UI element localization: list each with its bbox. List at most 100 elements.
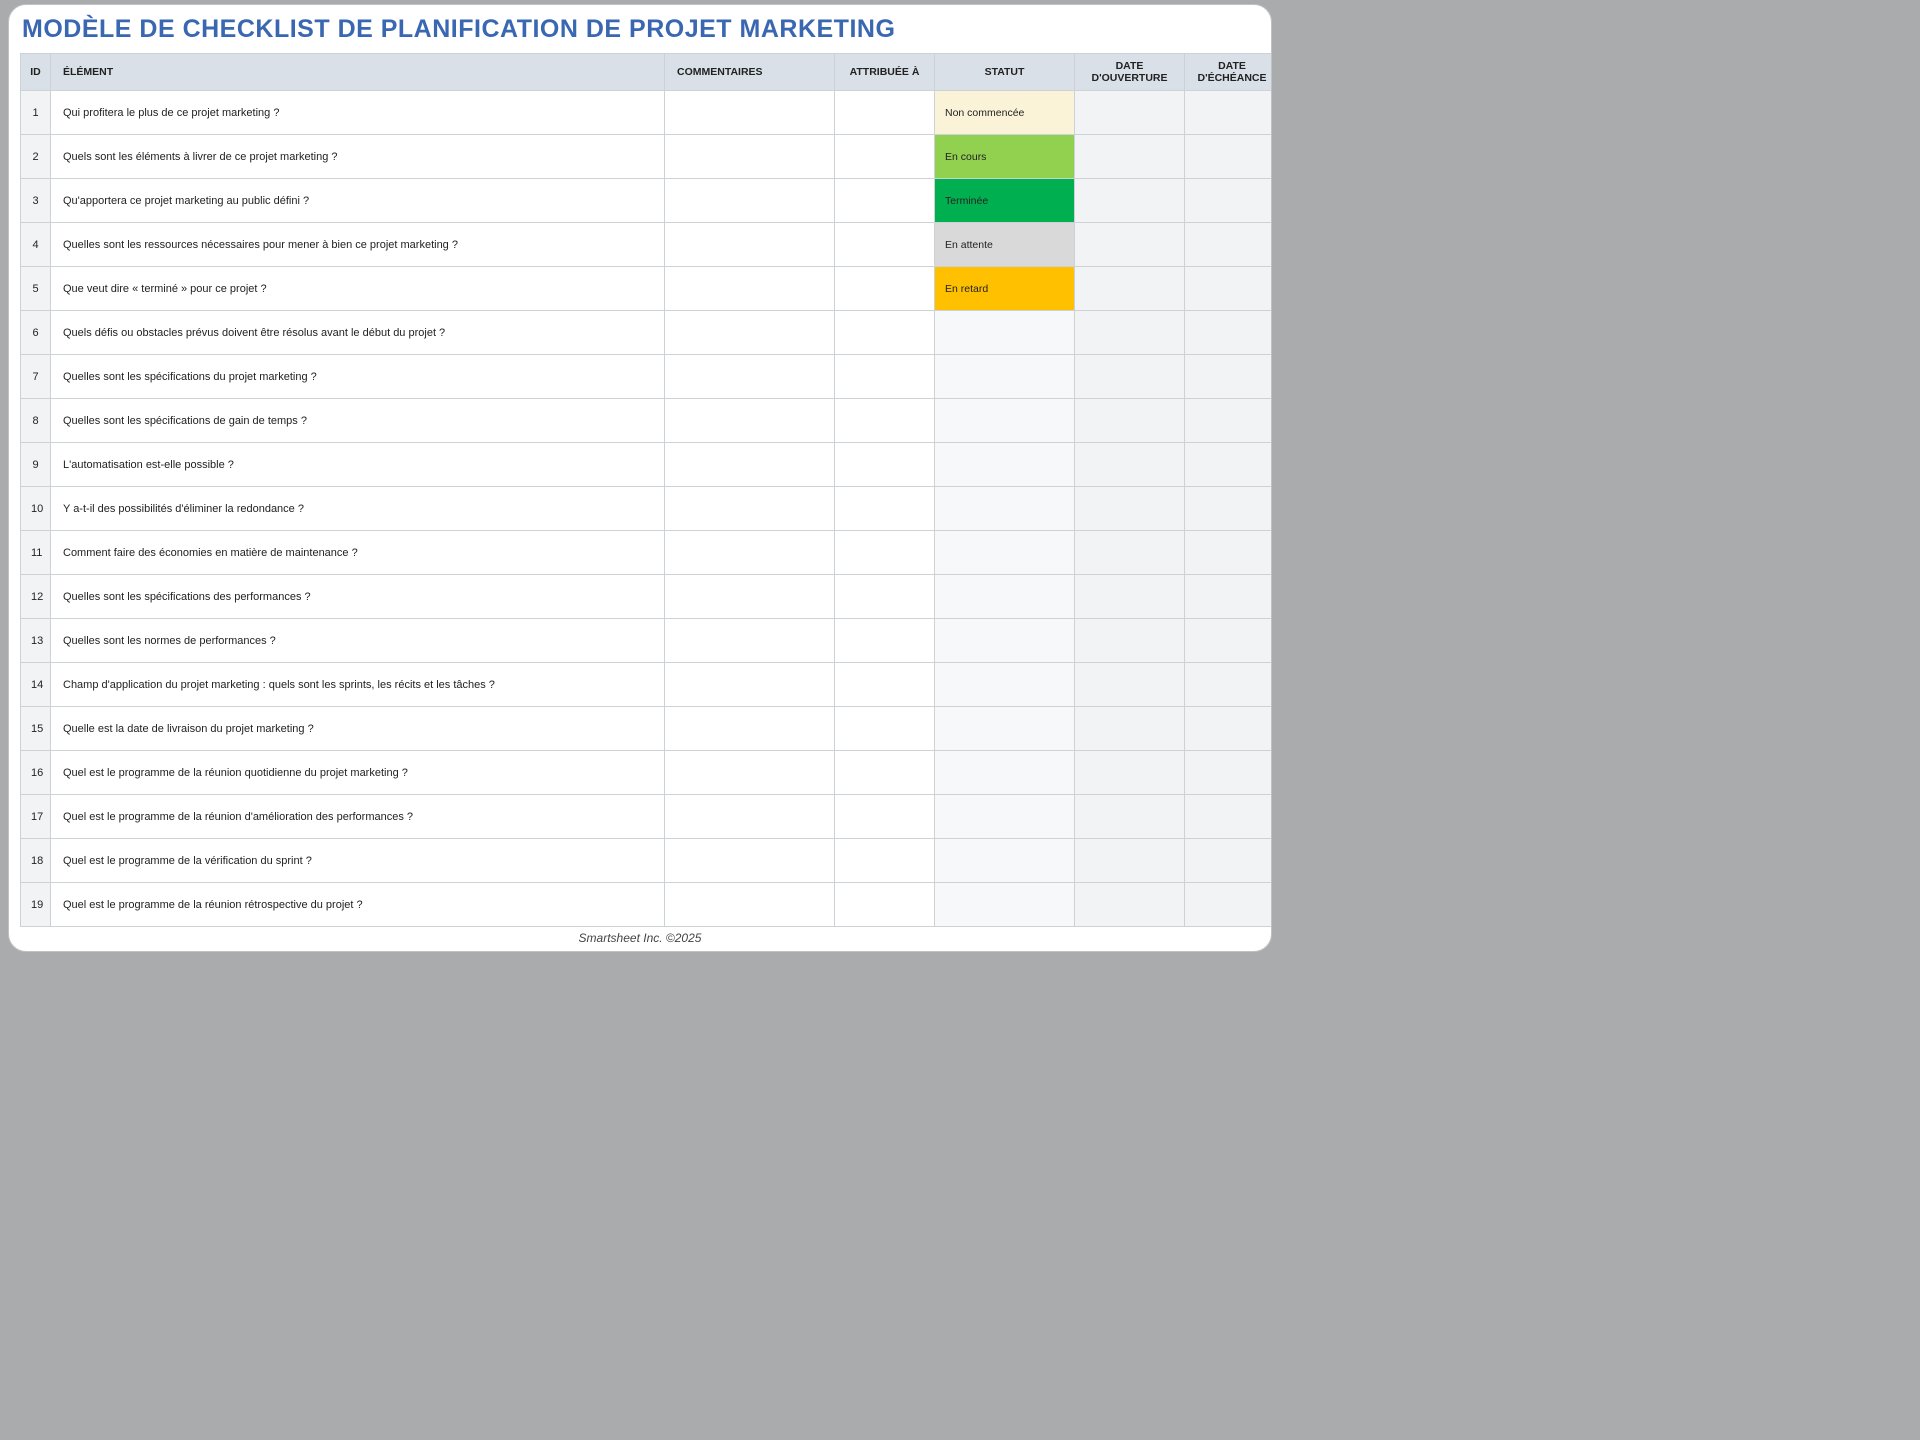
cell-element[interactable]: Quelles sont les spécifications des perf… <box>51 575 665 619</box>
cell-opendate[interactable] <box>1075 839 1185 883</box>
cell-comments[interactable] <box>665 839 835 883</box>
cell-duedate[interactable] <box>1185 751 1273 795</box>
cell-element[interactable]: Quelles sont les normes de performances … <box>51 619 665 663</box>
cell-assigned[interactable] <box>835 223 935 267</box>
cell-opendate[interactable] <box>1075 91 1185 135</box>
cell-id[interactable]: 18 <box>21 839 51 883</box>
col-header-assigned[interactable]: ATTRIBUÉE À <box>835 54 935 91</box>
cell-opendate[interactable] <box>1075 223 1185 267</box>
cell-status[interactable] <box>935 795 1075 839</box>
table-row[interactable]: 9L'automatisation est-elle possible ? <box>21 443 1273 487</box>
cell-comments[interactable] <box>665 267 835 311</box>
cell-comments[interactable] <box>665 575 835 619</box>
col-header-comments[interactable]: COMMENTAIRES <box>665 54 835 91</box>
cell-duedate[interactable] <box>1185 487 1273 531</box>
cell-element[interactable]: Y a-t-il des possibilités d'éliminer la … <box>51 487 665 531</box>
cell-element[interactable]: Quelle est la date de livraison du proje… <box>51 707 665 751</box>
cell-status[interactable] <box>935 839 1075 883</box>
cell-opendate[interactable] <box>1075 179 1185 223</box>
cell-id[interactable]: 2 <box>21 135 51 179</box>
cell-status[interactable] <box>935 663 1075 707</box>
cell-element[interactable]: Qui profitera le plus de ce projet marke… <box>51 91 665 135</box>
cell-opendate[interactable] <box>1075 663 1185 707</box>
cell-id[interactable]: 13 <box>21 619 51 663</box>
cell-comments[interactable] <box>665 707 835 751</box>
cell-duedate[interactable] <box>1185 663 1273 707</box>
cell-element[interactable]: Quels sont les éléments à livrer de ce p… <box>51 135 665 179</box>
cell-element[interactable]: Quels défis ou obstacles prévus doivent … <box>51 311 665 355</box>
cell-element[interactable]: Champ d'application du projet marketing … <box>51 663 665 707</box>
cell-status[interactable]: En attente <box>935 223 1075 267</box>
cell-status[interactable]: En cours <box>935 135 1075 179</box>
cell-opendate[interactable] <box>1075 487 1185 531</box>
cell-comments[interactable] <box>665 91 835 135</box>
cell-opendate[interactable] <box>1075 575 1185 619</box>
cell-assigned[interactable] <box>835 751 935 795</box>
cell-id[interactable]: 8 <box>21 399 51 443</box>
cell-assigned[interactable] <box>835 399 935 443</box>
col-header-status[interactable]: STATUT <box>935 54 1075 91</box>
cell-opendate[interactable] <box>1075 311 1185 355</box>
cell-status[interactable] <box>935 311 1075 355</box>
table-row[interactable]: 2Quels sont les éléments à livrer de ce … <box>21 135 1273 179</box>
cell-opendate[interactable] <box>1075 135 1185 179</box>
cell-comments[interactable] <box>665 443 835 487</box>
cell-comments[interactable] <box>665 311 835 355</box>
cell-status[interactable] <box>935 399 1075 443</box>
cell-opendate[interactable] <box>1075 795 1185 839</box>
cell-status[interactable] <box>935 883 1075 927</box>
cell-element[interactable]: Quel est le programme de la vérification… <box>51 839 665 883</box>
table-row[interactable]: 19Quel est le programme de la réunion ré… <box>21 883 1273 927</box>
cell-status[interactable]: En retard <box>935 267 1075 311</box>
cell-status[interactable] <box>935 707 1075 751</box>
col-header-opendate[interactable]: DATE D'OUVERTURE <box>1075 54 1185 91</box>
cell-element[interactable]: Quelles sont les spécifications du proje… <box>51 355 665 399</box>
cell-opendate[interactable] <box>1075 267 1185 311</box>
col-header-element[interactable]: ÉLÉMENT <box>51 54 665 91</box>
table-row[interactable]: 11Comment faire des économies en matière… <box>21 531 1273 575</box>
cell-status[interactable] <box>935 531 1075 575</box>
cell-comments[interactable] <box>665 487 835 531</box>
table-row[interactable]: 3Qu'apportera ce projet marketing au pub… <box>21 179 1273 223</box>
cell-opendate[interactable] <box>1075 443 1185 487</box>
cell-opendate[interactable] <box>1075 707 1185 751</box>
table-row[interactable]: 8Quelles sont les spécifications de gain… <box>21 399 1273 443</box>
cell-duedate[interactable] <box>1185 707 1273 751</box>
cell-id[interactable]: 11 <box>21 531 51 575</box>
table-row[interactable]: 14Champ d'application du projet marketin… <box>21 663 1273 707</box>
cell-element[interactable]: Quel est le programme de la réunion rétr… <box>51 883 665 927</box>
table-row[interactable]: 7Quelles sont les spécifications du proj… <box>21 355 1273 399</box>
cell-status[interactable]: Non commencée <box>935 91 1075 135</box>
table-row[interactable]: 15Quelle est la date de livraison du pro… <box>21 707 1273 751</box>
cell-comments[interactable] <box>665 751 835 795</box>
cell-element[interactable]: Comment faire des économies en matière d… <box>51 531 665 575</box>
cell-comments[interactable] <box>665 663 835 707</box>
cell-id[interactable]: 19 <box>21 883 51 927</box>
cell-element[interactable]: Quel est le programme de la réunion quot… <box>51 751 665 795</box>
cell-element[interactable]: Quel est le programme de la réunion d'am… <box>51 795 665 839</box>
cell-assigned[interactable] <box>835 443 935 487</box>
table-row[interactable]: 13Quelles sont les normes de performance… <box>21 619 1273 663</box>
table-row[interactable]: 12Quelles sont les spécifications des pe… <box>21 575 1273 619</box>
cell-element[interactable]: Quelles sont les ressources nécessaires … <box>51 223 665 267</box>
cell-comments[interactable] <box>665 531 835 575</box>
cell-duedate[interactable] <box>1185 619 1273 663</box>
cell-status[interactable]: Terminée <box>935 179 1075 223</box>
cell-assigned[interactable] <box>835 135 935 179</box>
table-row[interactable]: 4Quelles sont les ressources nécessaires… <box>21 223 1273 267</box>
cell-id[interactable]: 1 <box>21 91 51 135</box>
cell-assigned[interactable] <box>835 707 935 751</box>
cell-assigned[interactable] <box>835 839 935 883</box>
cell-id[interactable]: 14 <box>21 663 51 707</box>
cell-comments[interactable] <box>665 355 835 399</box>
cell-duedate[interactable] <box>1185 135 1273 179</box>
col-header-duedate[interactable]: DATE D'ÉCHÉANCE <box>1185 54 1273 91</box>
cell-element[interactable]: Quelles sont les spécifications de gain … <box>51 399 665 443</box>
cell-id[interactable]: 6 <box>21 311 51 355</box>
cell-id[interactable]: 9 <box>21 443 51 487</box>
cell-id[interactable]: 5 <box>21 267 51 311</box>
cell-status[interactable] <box>935 443 1075 487</box>
cell-assigned[interactable] <box>835 355 935 399</box>
cell-duedate[interactable] <box>1185 311 1273 355</box>
cell-opendate[interactable] <box>1075 355 1185 399</box>
